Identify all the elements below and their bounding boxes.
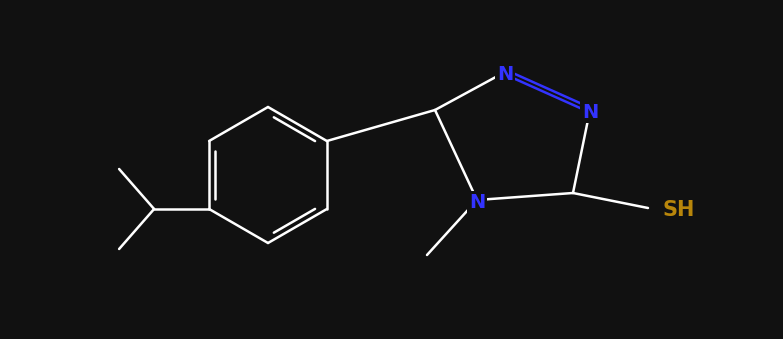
Text: N: N xyxy=(469,193,485,212)
Text: N: N xyxy=(582,102,598,121)
Text: SH: SH xyxy=(663,200,695,220)
Text: N: N xyxy=(497,64,513,83)
